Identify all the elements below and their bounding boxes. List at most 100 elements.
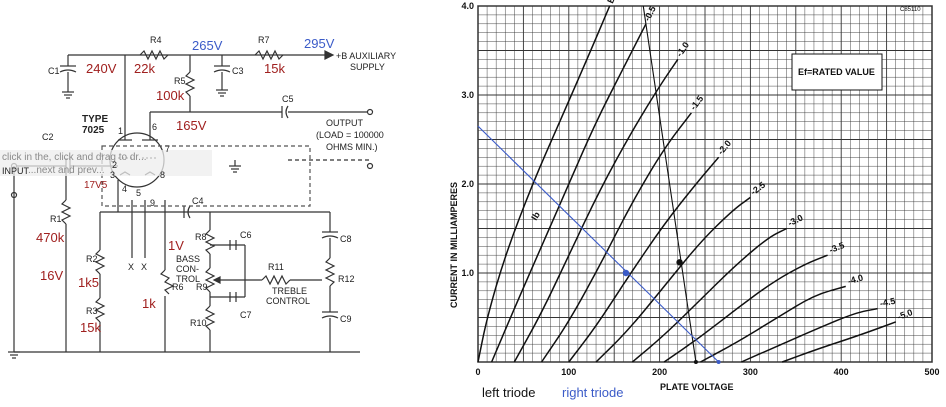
load-line-left-triode <box>642 5 697 363</box>
legend-right-triode: right triode <box>562 385 623 400</box>
annot-470k: 470k <box>36 230 65 245</box>
pin-4: 4 <box>122 184 127 194</box>
annot-265v: 265V <box>192 38 223 53</box>
y-tick-label: 3.0 <box>461 90 474 100</box>
pin-8: 8 <box>160 170 165 180</box>
label-c8: C8 <box>340 234 352 244</box>
label-c7: C7 <box>240 310 252 320</box>
resistor-r6 <box>159 269 175 295</box>
label-c6: C6 <box>240 230 252 240</box>
chart-load-lines <box>477 5 721 364</box>
label-c4: C4 <box>192 196 204 206</box>
pin-2: 2 <box>112 160 117 170</box>
x-axis-label: PLATE VOLTAGE <box>660 382 734 392</box>
resistor-r1 <box>60 199 72 225</box>
pin-7: 7 <box>165 144 170 154</box>
label-c5: C5 <box>282 94 294 104</box>
overlay-hint-box <box>0 150 212 176</box>
annot-16v: 16V <box>40 268 63 283</box>
load-line-right-triode <box>477 125 720 363</box>
bass-label-3: TROL <box>176 274 200 284</box>
annot-295v: 295V <box>304 36 335 51</box>
annot-17v5: 17V5 <box>84 180 108 191</box>
annot-240v: 240V <box>86 61 117 76</box>
label-r1: R1 <box>50 214 62 224</box>
tube-type-label: TYPE <box>82 114 108 125</box>
label-c3: C3 <box>232 66 244 76</box>
annot-15k: 15k <box>80 320 101 335</box>
chart-id: C85110 <box>900 7 921 13</box>
label-r8: R8 <box>195 232 207 242</box>
output-ohms-label: OHMS MIN.) <box>326 142 378 152</box>
pin-1: 1 <box>118 126 123 136</box>
annot-15k-top: 15k <box>264 61 285 76</box>
annot-165v: 165V <box>176 118 207 133</box>
input-label: INPUT <box>2 166 30 176</box>
aux-supply-label-2: SUPPLY <box>350 62 385 72</box>
pin-x-left: X <box>128 262 134 272</box>
grid-curve--4p0 <box>700 285 846 363</box>
pin-x-right: X <box>141 262 147 272</box>
label-r12: R12 <box>338 274 355 284</box>
chart-annotation-box <box>791 53 883 91</box>
annot-1k5: 1k5 <box>78 275 99 290</box>
label-r6: R6 <box>172 282 184 292</box>
legend-left-triode: left triode <box>482 385 535 400</box>
resistor-r11 <box>261 274 291 286</box>
bass-label: BASS <box>176 254 200 264</box>
grid-curve--3p0 <box>631 227 788 363</box>
y-tick-label: 2.0 <box>461 179 474 189</box>
grid-curve--2p5 <box>595 196 751 363</box>
resistor-r5 <box>184 71 196 97</box>
grid-curve--4p5 <box>741 307 878 363</box>
grid-curve--2p0 <box>568 156 720 363</box>
pin-6: 6 <box>152 122 157 132</box>
curve-label: Ec = 0 VOLTS <box>605 0 637 5</box>
label-r7: R7 <box>258 35 270 45</box>
grid-curve--3p5 <box>663 254 828 363</box>
pin-5: 5 <box>136 188 141 198</box>
label-r11: R11 <box>268 262 284 272</box>
pin-9: 9 <box>150 198 155 208</box>
y-tick-label: 4.0 <box>461 1 474 11</box>
output-load-label: (LOAD = 100000 <box>316 130 384 140</box>
treble-label: TREBLE <box>272 286 307 296</box>
annot-1k: 1k <box>142 296 156 311</box>
bass-label-2: CON- <box>176 264 199 274</box>
resistor-r7 <box>254 49 284 61</box>
x-tick-label: 300 <box>743 367 758 377</box>
load-line-end-left-triode <box>693 360 698 364</box>
label-c1: C1 <box>48 66 60 76</box>
label-r4: R4 <box>150 35 162 45</box>
grid-curve--1p5 <box>540 112 692 363</box>
resistor-r2 <box>94 249 106 275</box>
x-tick-label: 400 <box>834 367 849 377</box>
grid-curve--1p0 <box>513 58 679 363</box>
annot-100k: 100k <box>156 88 185 103</box>
potentiometer-r9 <box>204 267 216 293</box>
resistor-r8 <box>204 229 216 255</box>
label-c9: C9 <box>340 314 352 324</box>
amplifier-schematic <box>8 49 374 359</box>
label-r5: R5 <box>174 76 186 86</box>
treble-label-2: CONTROL <box>266 296 310 306</box>
chart-ticks: 0 100 200 300 400 500 1.0 2.0 3.0 4.0 <box>461 1 939 377</box>
x-tick-label: 0 <box>475 367 480 377</box>
load-line-end-right-triode <box>716 360 721 364</box>
y-axis-label: CURRENT IN MILLIAMPERES <box>449 182 459 308</box>
annot-1v: 1V <box>168 238 184 253</box>
curve-label: -4.0 <box>847 272 865 286</box>
grid-curve--5p0 <box>781 321 896 363</box>
label-r2: R2 <box>86 254 98 264</box>
y-tick-label: 1.0 <box>461 268 474 278</box>
x-tick-label: 100 <box>561 367 576 377</box>
label-r9: R9 <box>196 282 208 292</box>
resistor-r4 <box>139 49 169 61</box>
output-label: OUTPUT <box>326 118 364 128</box>
overlay-hint-line-2: ...next and prev... <box>28 165 105 176</box>
aux-supply-label: +B AUXILIARY <box>336 51 396 61</box>
annot-22k: 22k <box>134 61 155 76</box>
grid-curve--0p5 <box>490 23 647 363</box>
resistor-r10 <box>204 305 216 331</box>
